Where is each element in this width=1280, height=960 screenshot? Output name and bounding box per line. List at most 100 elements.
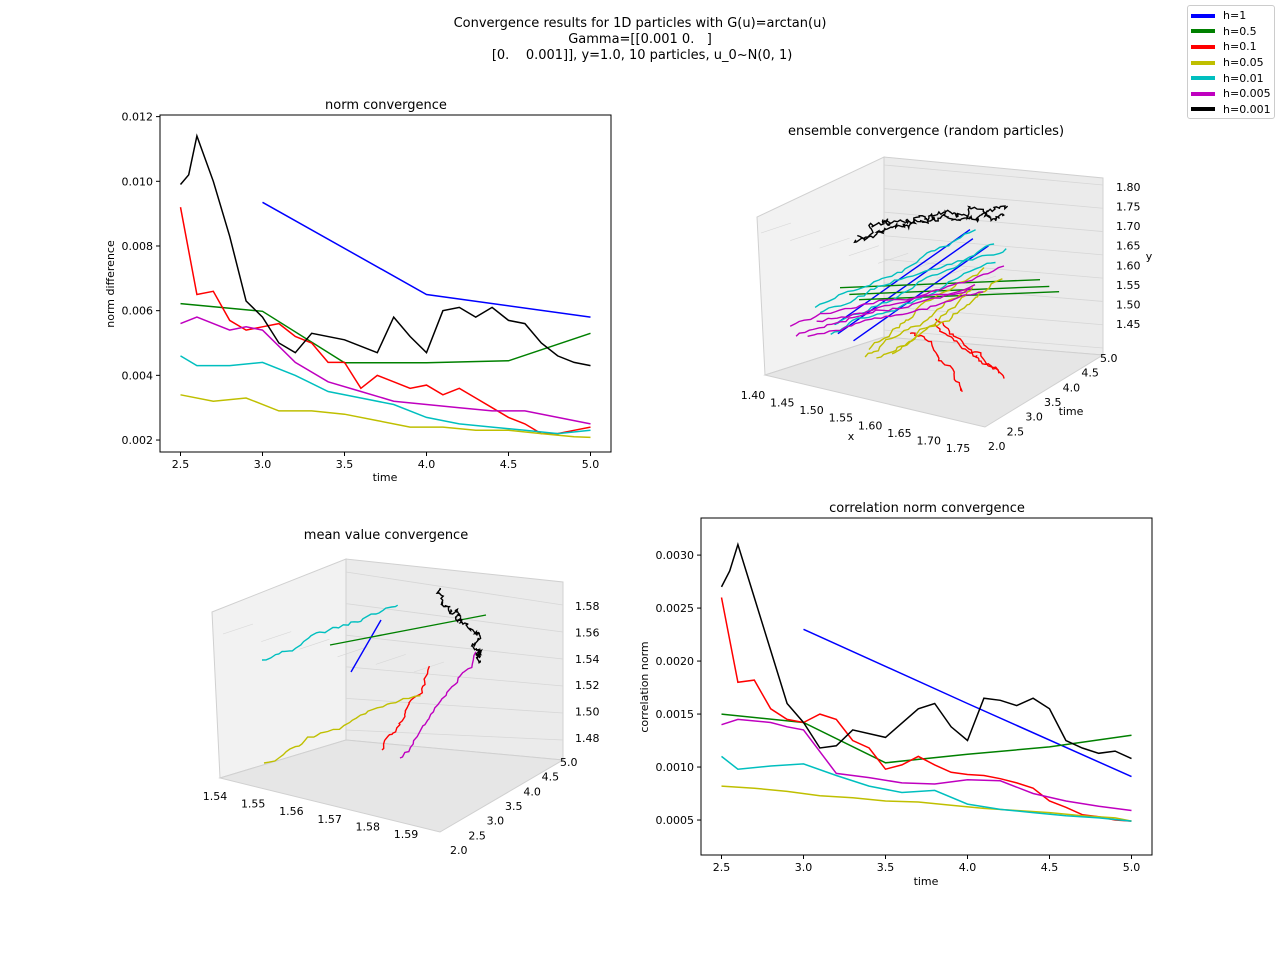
- legend-swatch: [1191, 29, 1215, 34]
- legend-swatch: [1191, 60, 1215, 65]
- z-tick-label: 1.58: [575, 600, 600, 613]
- y-tick-label: 3.0: [1025, 411, 1043, 424]
- correlation-norm-chart: correlation norm convergence 2.5 3.0 3.5 4.…: [638, 501, 1153, 888]
- legend-label: h=0.01: [1223, 71, 1264, 85]
- pane-floor: [763, 336, 1105, 428]
- series-line-h-0-001: [435, 587, 483, 664]
- y-axis-label: correlation norm: [638, 641, 651, 732]
- series-line-h-0-05: [868, 267, 985, 351]
- series-line-h-0-1: [720, 597, 1132, 822]
- series-line-h-0-005: [721, 718, 1132, 812]
- series-line-h-0-001: [857, 205, 1005, 242]
- y-axis-label: time: [1059, 405, 1084, 418]
- y-tick-label: 5.0: [1100, 352, 1118, 365]
- series-line-h-0-005: [807, 291, 984, 337]
- grid-line: [883, 258, 1104, 279]
- y-tick-label: 4.5: [542, 771, 560, 784]
- plot-frame: [700, 517, 1153, 856]
- figure-suptitle: Convergence results for 1D particles wit…: [0, 16, 1280, 64]
- z-tick-label: 1.52: [575, 679, 600, 692]
- x-tick-label: 1.75: [946, 442, 971, 455]
- legend-label: h=1: [1223, 9, 1247, 23]
- x-tick-label: 1.40: [741, 389, 766, 402]
- pane-floor: [218, 739, 565, 833]
- x-tick-label: 3.5: [877, 861, 895, 874]
- legend-entry: h=0.1: [1188, 39, 1274, 55]
- grid-line: [345, 634, 564, 660]
- grid-line: [883, 164, 1104, 186]
- suptitle-line-3: [0. 0.001]], y=1.0, 10 particles, u_0~N(…: [487, 48, 793, 63]
- grid-line: [878, 253, 909, 264]
- y-tick-label: 2.5: [1007, 425, 1025, 438]
- y-tick-label: 2.0: [988, 440, 1006, 453]
- grid-line: [299, 638, 330, 650]
- norm-convergence-chart: norm convergence 2.5 3.0 3.5 4.0 4.5 5.0 0.002…: [104, 98, 612, 484]
- pane-left: [756, 156, 885, 376]
- series-line-h-0-1: [381, 665, 431, 751]
- x-tick-label: 4.0: [418, 458, 436, 471]
- z-tick-label: 1.54: [575, 653, 600, 666]
- figure-legend: h=1 h=0.5 h=0.1 h=0.05 h=0.01 h=0.005 h=…: [1187, 5, 1275, 119]
- legend-label: h=0.005: [1223, 87, 1271, 101]
- series-line-h-0-1: [179, 207, 591, 435]
- z-tick-label: 1.80: [1116, 181, 1141, 194]
- x-tick-label: 1.55: [829, 412, 854, 425]
- plot-area: [720, 541, 1132, 822]
- x-tick-label: 1.70: [916, 434, 941, 447]
- pane-back: [345, 558, 564, 761]
- y-tick-label: 0.0015: [656, 708, 695, 721]
- series-line-h-0-1: [934, 318, 1005, 379]
- legend-label: h=0.001: [1223, 102, 1271, 116]
- plot-area: [789, 205, 1060, 393]
- series-line-h-1: [262, 201, 591, 318]
- y-tick-label: 0.006: [122, 305, 154, 318]
- series-line-h-0-001: [720, 541, 1132, 760]
- chart-title: correlation norm convergence: [829, 501, 1025, 516]
- x-tick-label: 1.60: [858, 419, 883, 432]
- chart-title: ensemble convergence (random particles): [788, 124, 1064, 139]
- x-tick-label: 1.58: [356, 820, 381, 833]
- y-tick-label: 0.0030: [656, 549, 695, 562]
- y-tick-label: 0.002: [122, 434, 154, 447]
- x-tick-label: 4.5: [1041, 861, 1059, 874]
- axis-ticks: 2.5 3.0 3.5 4.0 4.5 5.0 0.002 0.004 0.006 0.008 0.…: [122, 111, 600, 471]
- grid-line: [883, 282, 1104, 302]
- suptitle-line-2: Gamma=[[0.001 0. ]: [568, 32, 712, 47]
- series-line-h-0-005: [795, 283, 976, 337]
- grid-lines: [222, 571, 564, 741]
- series-line-h-0-01: [830, 261, 996, 335]
- grid-line: [819, 237, 850, 249]
- ensemble-convergence-3d-chart: ensemble convergence (random particles) …: [741, 124, 1153, 455]
- mean-value-3d-chart: mean value convergence 1.481.501.521.541…: [203, 528, 600, 857]
- grid-line: [345, 571, 564, 606]
- z-axis-label: y: [1146, 250, 1153, 263]
- plot-area: [261, 587, 487, 764]
- grid-line: [883, 188, 1104, 209]
- series-line-h-0-1: [909, 332, 963, 393]
- series-line-h-0-5: [180, 302, 591, 364]
- chart-title: mean value convergence: [304, 528, 468, 543]
- series-line-h-1: [803, 628, 1132, 778]
- z-tick-label: 1.56: [575, 626, 600, 639]
- x-axis-label: time: [914, 875, 939, 888]
- y-tick-label: 3.0: [487, 815, 505, 828]
- series-line-h-0-005: [789, 288, 972, 327]
- z-tick-label: 1.70: [1116, 220, 1141, 233]
- x-axis-label: x: [848, 430, 855, 443]
- grid-line: [222, 623, 254, 635]
- y-tick-label: 2.5: [468, 829, 486, 842]
- legend-entry: h=0.005: [1188, 86, 1274, 102]
- grid-line: [337, 646, 368, 658]
- y-tick-label: 3.5: [505, 800, 523, 813]
- grid-line: [965, 275, 997, 287]
- x-tick-label: 1.56: [279, 805, 304, 818]
- grid-line: [345, 666, 564, 687]
- legend-swatch: [1191, 44, 1215, 49]
- z-tick-label: 1.50: [575, 706, 600, 719]
- x-tick-label: 1.57: [317, 813, 342, 826]
- x-tick-label: 4.0: [959, 861, 977, 874]
- legend-swatch: [1191, 107, 1215, 112]
- x-tick-label: 1.45: [770, 397, 795, 410]
- y-tick-label: 0.0025: [656, 602, 695, 615]
